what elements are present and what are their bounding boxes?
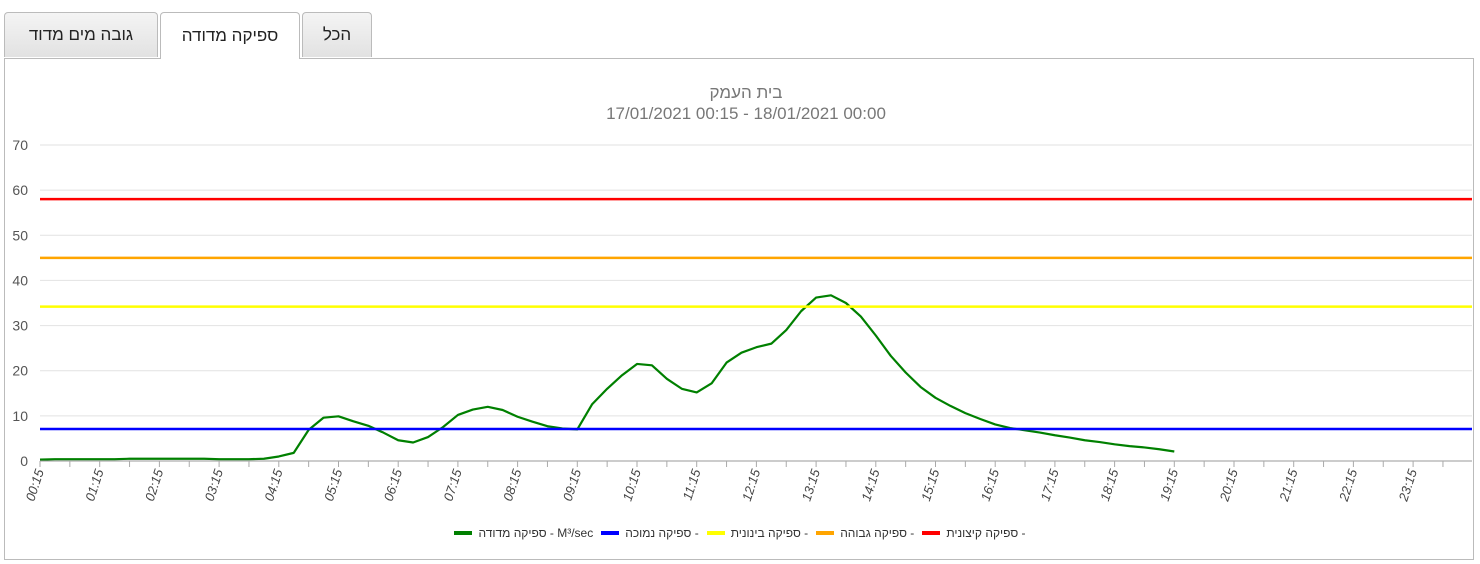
x-tick-label: 20:15 <box>1216 467 1241 504</box>
chart-panel <box>4 58 1474 560</box>
x-tick-label: 08:15 <box>500 467 525 503</box>
y-tick-label: 10 <box>12 408 28 424</box>
x-tick-label: 21:15 <box>1276 467 1301 504</box>
y-tick-label: 40 <box>12 272 28 288</box>
y-tick-label: 30 <box>12 318 28 334</box>
legend-item[interactable]: - ספיקה גבוהה <box>816 526 914 540</box>
x-tick-label: 18:15 <box>1097 467 1122 503</box>
y-tick-label: 60 <box>12 182 28 198</box>
y-tick-label: 50 <box>12 227 28 243</box>
x-tick-label: 01:15 <box>82 467 107 503</box>
legend-item[interactable]: M³/sec - ספיקה מדודה <box>454 526 593 540</box>
x-tick-label: 10:15 <box>620 467 645 503</box>
x-tick-label: 14:15 <box>858 467 883 503</box>
legend-label: M³/sec - ספיקה מדודה <box>478 526 594 540</box>
y-tick-label: 70 <box>12 137 28 153</box>
tab-water-level[interactable]: גובה מים מדוד <box>4 12 158 57</box>
y-tick-label: 0 <box>20 453 28 469</box>
x-tick-label: 05:15 <box>321 467 346 503</box>
tab-measured-flow[interactable]: ספיקה מדודה <box>160 12 300 59</box>
x-tick-label: 22:15 <box>1336 467 1361 504</box>
tab-bar: גובה מים מדוד ספיקה מדודה הכל <box>4 12 374 59</box>
x-tick-label: 00:15 <box>23 467 48 503</box>
x-tick-label: 15:15 <box>918 467 943 503</box>
x-tick-label: 03:15 <box>202 467 227 503</box>
legend-label: - ספיקה נמוכה <box>625 526 699 540</box>
legend-item[interactable]: - ספיקה קיצונית <box>922 526 1026 540</box>
x-tick-label: 13:15 <box>799 467 824 503</box>
legend-item[interactable]: - ספיקה נמוכה <box>601 526 699 540</box>
x-tick-label: 07:15 <box>440 467 465 503</box>
x-tick-label: 19:15 <box>1157 467 1182 503</box>
legend-swatch <box>601 531 620 535</box>
x-tick-label: 02:15 <box>142 467 167 503</box>
measured-flow-line <box>39 294 1175 461</box>
tab-all[interactable]: הכל <box>302 12 372 57</box>
y-tick-label: 20 <box>12 363 28 379</box>
x-tick-label: 12:15 <box>739 467 764 503</box>
x-tick-label: 06:15 <box>381 467 406 503</box>
x-tick-label: 23:15 <box>1395 467 1420 504</box>
legend-label: - ספיקה בינונית <box>730 526 809 540</box>
x-tick-label: 11:15 <box>680 467 704 502</box>
legend-label: - ספיקה גבוהה <box>840 526 915 540</box>
legend-swatch <box>454 531 473 535</box>
legend-swatch <box>706 531 725 535</box>
x-tick-label: 17:15 <box>1037 467 1062 503</box>
x-tick-label: 04:15 <box>261 467 286 503</box>
legend-item[interactable]: - ספיקה בינונית <box>706 526 809 540</box>
chart-legend: M³/sec - ספיקה מדודה - ספיקה נמוכה - ספיקה… <box>0 526 1480 540</box>
chart-subtitle: 17/01/2021 00:15 - 18/01/2021 00:00 <box>606 104 886 123</box>
x-tick-label: 09:15 <box>560 467 585 503</box>
legend-swatch <box>922 531 941 535</box>
legend-label: - ספיקה קיצונית <box>946 526 1026 540</box>
chart-title: בית העמק <box>710 83 783 102</box>
legend-swatch <box>816 531 835 535</box>
x-tick-label: 16:15 <box>978 467 1003 503</box>
